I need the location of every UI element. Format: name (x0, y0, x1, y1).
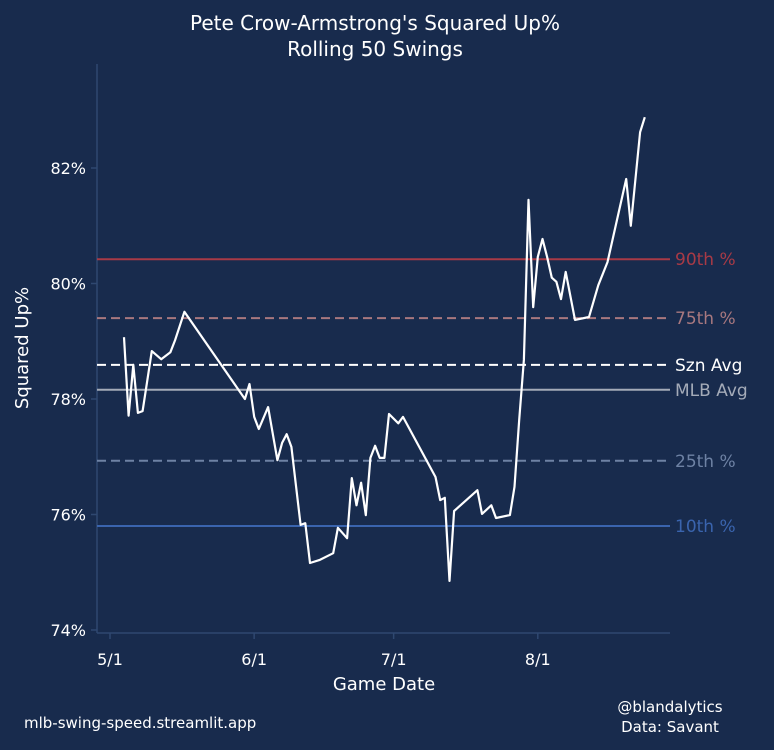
reference-line-label: 10th % (675, 517, 736, 537)
y-tick-label: 78% (50, 390, 86, 409)
x-axis-label: Game Date (333, 674, 435, 695)
x-tick-label: 8/1 (525, 650, 551, 669)
x-tick-label: 5/1 (97, 650, 123, 669)
site-url: mlb-swing-speed.streamlit.app (24, 714, 257, 732)
y-tick-label: 76% (50, 506, 86, 525)
y-tick-label: 74% (50, 621, 86, 640)
y-axis-label: Squared Up% (12, 287, 33, 409)
x-tick-label: 7/1 (381, 650, 407, 669)
y-tick-label: 80% (50, 275, 86, 294)
x-tick-label: 6/1 (241, 650, 267, 669)
reference-line-label: 75th % (675, 309, 736, 329)
reference-line-label: MLB Avg (675, 381, 748, 401)
credit-source: Data: Savant (621, 718, 719, 736)
credit-handle: @blandalytics (617, 698, 723, 716)
chart-subtitle: Rolling 50 Swings (287, 37, 463, 61)
reference-line-label: Szn Avg (675, 356, 742, 376)
squared-up-rolling-line (122, 116, 646, 582)
reference-line-label: 25th % (675, 452, 736, 472)
reference-line-label: 90th % (675, 250, 736, 270)
chart-title: Pete Crow-Armstrong's Squared Up% (190, 11, 560, 35)
y-tick-label: 82% (50, 159, 86, 178)
